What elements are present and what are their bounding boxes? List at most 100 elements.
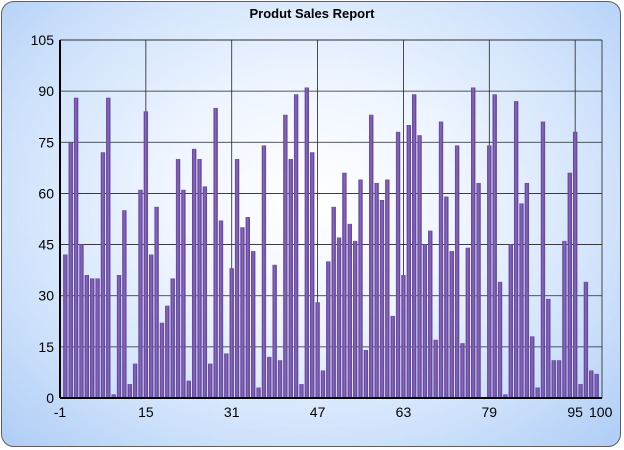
bar [256, 387, 261, 399]
bar [508, 244, 513, 399]
bar [90, 278, 95, 399]
bar [530, 336, 535, 399]
bar [562, 240, 567, 399]
y-tick-label: 30 [38, 288, 54, 304]
bar [304, 87, 310, 399]
bar [175, 159, 181, 399]
bar [127, 384, 132, 399]
bar [411, 94, 417, 399]
chart-title: Produt Sales Report [249, 6, 375, 21]
y-tick-label: 90 [38, 83, 54, 99]
bar [224, 353, 229, 399]
bar [471, 87, 476, 399]
bar [79, 244, 84, 399]
bar [487, 145, 492, 399]
bar [251, 251, 256, 399]
bar [170, 278, 175, 399]
bar [433, 339, 438, 399]
bar [540, 121, 546, 399]
bar [299, 384, 304, 399]
bar [589, 370, 594, 399]
bar [261, 145, 267, 399]
bar [379, 199, 385, 399]
bar [454, 145, 460, 399]
bar [100, 152, 106, 399]
bar [218, 220, 224, 399]
bar [267, 356, 272, 399]
x-tick-label: 95 [567, 404, 583, 420]
axes [59, 39, 603, 399]
bar [132, 363, 138, 399]
x-tick-label: 79 [482, 404, 498, 420]
bar [374, 182, 379, 399]
bar [331, 206, 336, 399]
bar [197, 159, 202, 399]
bar [186, 380, 191, 399]
bar [390, 315, 395, 399]
bar [73, 97, 79, 399]
bar [524, 182, 530, 399]
x-tick-label: 63 [396, 404, 412, 420]
x-tick-label: -1 [54, 404, 67, 420]
bar [519, 203, 524, 399]
bar [444, 196, 449, 399]
bar [191, 148, 197, 399]
bar [245, 217, 251, 399]
bar [449, 251, 454, 399]
bar [578, 384, 583, 399]
bar [556, 360, 562, 399]
bar [492, 94, 497, 399]
x-tick-label: 100 [589, 404, 613, 420]
bar [363, 350, 369, 399]
bar [159, 322, 165, 399]
bar [513, 101, 519, 399]
bar [283, 114, 288, 399]
bar [143, 111, 149, 399]
bar [406, 124, 411, 399]
bar [369, 114, 374, 399]
bar [63, 254, 68, 399]
bar [352, 240, 358, 399]
y-tick-label: 105 [31, 32, 55, 48]
bar [213, 107, 218, 399]
bar [116, 275, 122, 399]
bar [68, 142, 73, 399]
bar [277, 360, 283, 399]
y-tick-label: 45 [38, 237, 54, 253]
bar [138, 189, 143, 399]
bar [438, 121, 444, 399]
bar [358, 179, 363, 399]
bar [395, 131, 401, 399]
x-tick-label: 15 [138, 404, 154, 420]
bar [122, 210, 127, 399]
bar [497, 281, 503, 399]
bar [422, 244, 428, 399]
y-tick-label: 60 [38, 185, 54, 201]
bar [181, 189, 186, 399]
bar [95, 278, 100, 399]
y-tick-label: 75 [38, 134, 54, 150]
y-tick-label: 0 [46, 390, 54, 406]
bar [288, 159, 293, 399]
bar [572, 131, 578, 399]
bar [385, 179, 390, 399]
bar [336, 237, 342, 399]
bar [229, 268, 234, 399]
bar [347, 223, 352, 399]
y-tick-label: 15 [38, 339, 54, 355]
bar [208, 363, 213, 399]
bar [546, 298, 551, 399]
bar [551, 360, 556, 399]
bar [154, 206, 159, 399]
bar [535, 387, 540, 399]
bar [234, 159, 240, 399]
bar [202, 186, 208, 399]
bars [63, 87, 599, 399]
bar [460, 343, 465, 399]
bar [165, 305, 170, 399]
bar [417, 135, 422, 399]
bar [310, 152, 315, 399]
bar [272, 264, 277, 399]
bar [401, 275, 406, 399]
